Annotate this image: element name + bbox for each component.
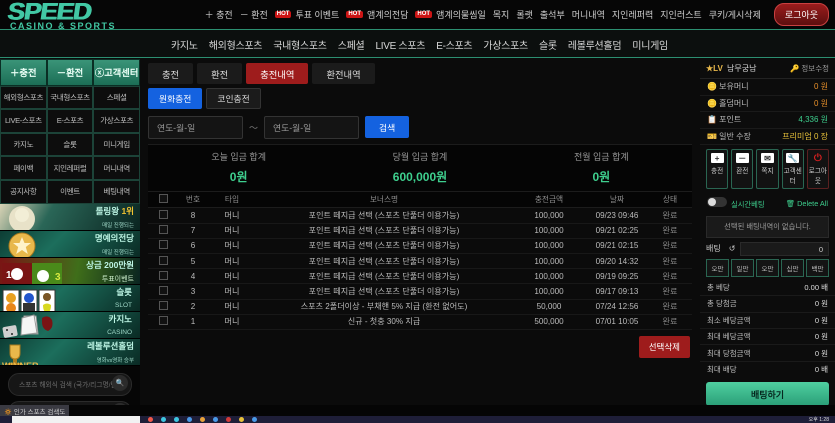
svg-text:WINNER: WINNER — [2, 361, 39, 366]
svg-text:3: 3 — [55, 272, 61, 283]
svg-text:1: 1 — [6, 270, 12, 281]
